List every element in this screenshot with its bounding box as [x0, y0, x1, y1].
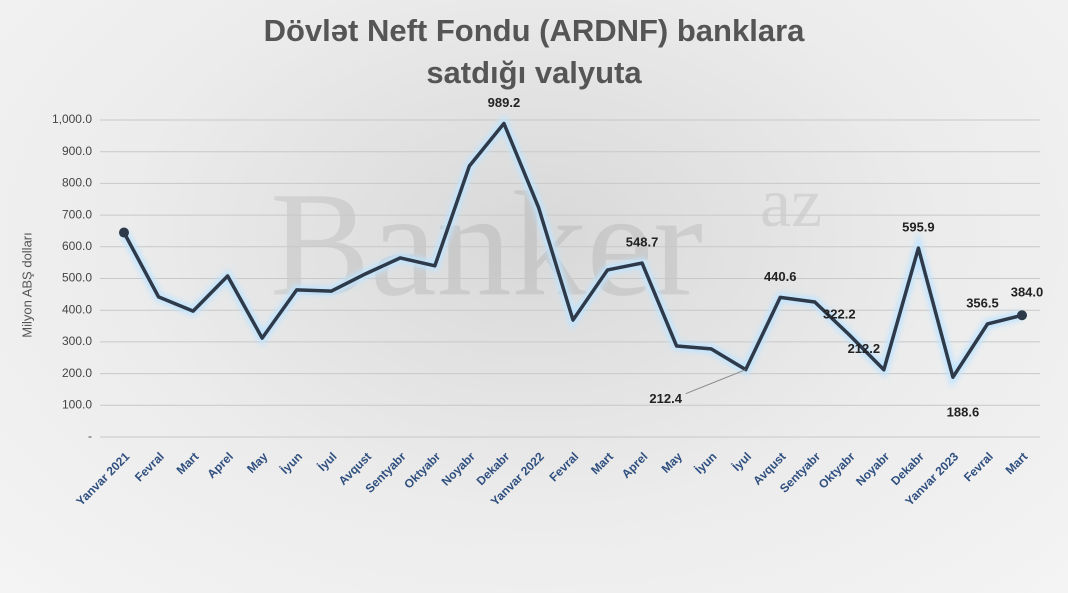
data-label: 440.6 — [764, 269, 797, 284]
data-label: 548.7 — [626, 234, 659, 249]
x-tick-label: Fevral — [546, 449, 581, 484]
leader-line — [685, 369, 746, 395]
x-tick-label: May — [244, 449, 271, 476]
y-tick-label: 900.0 — [62, 144, 92, 158]
y-tick-label: 500.0 — [62, 271, 92, 285]
data-label: 212.2 — [848, 341, 881, 356]
data-label: 595.9 — [902, 220, 935, 235]
data-label: 384.0 — [1011, 285, 1044, 300]
x-tick-label: Fevral — [132, 449, 167, 484]
y-tick-label: 300.0 — [62, 334, 92, 348]
x-tick-label: İyun — [277, 449, 305, 477]
y-axis-label: Milyon ABŞ dolları — [19, 232, 34, 338]
y-tick-label: 600.0 — [62, 239, 92, 253]
watermark: Banker — [270, 161, 703, 327]
x-tick-label: May — [659, 449, 686, 476]
chart-title: Dövlət Neft Fondu (ARDNF) banklara satdı… — [263, 13, 805, 90]
x-tick-label: Yanvar 2021 — [73, 449, 132, 508]
x-tick-label: Mart — [1003, 449, 1031, 477]
x-tick-label: Aprel — [204, 449, 236, 481]
y-tick-label: 400.0 — [62, 302, 92, 316]
data-label: 322.2 — [823, 306, 856, 321]
x-tick-label: Fevral — [961, 449, 996, 484]
x-tick-label: Aprel — [619, 449, 651, 481]
point-marker — [119, 227, 129, 238]
data-label: 188.6 — [947, 405, 980, 420]
x-tick-label: İyul — [729, 449, 754, 474]
y-tick-label: 1,000.0 — [52, 112, 92, 126]
y-tick-label: 200.0 — [62, 366, 92, 380]
x-tick-label: İyun — [691, 449, 719, 477]
x-tick-label: Noyabr — [853, 449, 892, 488]
y-tick-label: - — [88, 429, 92, 443]
y-tick-label: 100.0 — [62, 397, 92, 411]
data-label: 989.2 — [488, 95, 521, 110]
x-tick-label: Noyabr — [439, 449, 478, 488]
data-label: 212.4 — [649, 391, 682, 406]
x-tick-label: İyul — [314, 449, 339, 474]
x-tick-label: Oktyabr — [401, 449, 443, 491]
line — [122, 121, 1023, 379]
watermark: az — [760, 165, 822, 242]
y-tick-label: 800.0 — [62, 176, 92, 190]
x-tick-label: Mart — [588, 449, 616, 477]
x-tick-label: Mart — [174, 449, 202, 477]
point-marker — [1017, 310, 1027, 321]
y-tick-label: 700.0 — [62, 207, 92, 221]
x-tick-label: Oktyabr — [816, 449, 858, 491]
data-label: 356.5 — [966, 295, 999, 310]
